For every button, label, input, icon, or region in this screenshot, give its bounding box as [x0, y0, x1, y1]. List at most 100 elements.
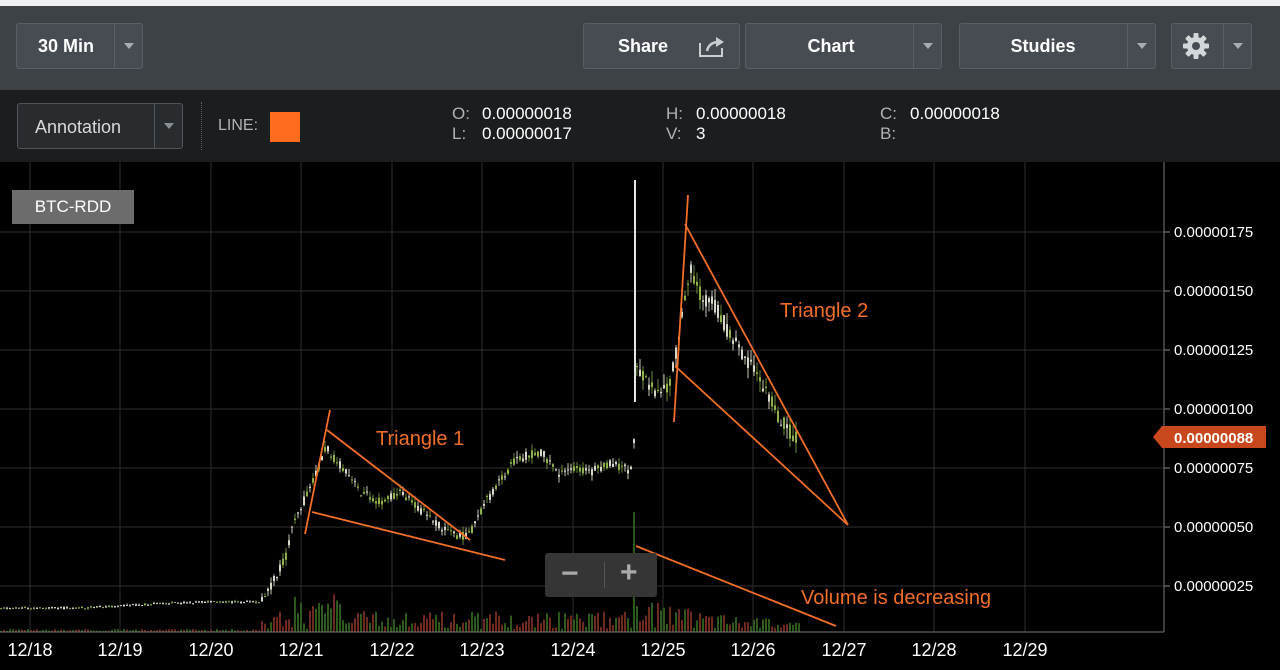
candle-body — [522, 458, 524, 462]
candle-body — [621, 465, 623, 467]
volume-bar — [561, 628, 563, 632]
studies-dropdown[interactable]: Studies — [959, 23, 1156, 69]
volume-bar — [303, 623, 305, 632]
volume-bar — [699, 613, 701, 632]
volume-annotation[interactable]: Volume is decreasing — [801, 587, 992, 609]
volume-bar — [525, 621, 527, 632]
candle-body — [306, 491, 308, 497]
triangle2-upper-line[interactable] — [673, 194, 689, 423]
triangle2-upper-line[interactable] — [684, 223, 849, 526]
candle-body — [438, 521, 440, 529]
candle-body — [336, 462, 338, 464]
volume-bar — [72, 630, 74, 632]
candle-body — [792, 435, 794, 442]
volume-bar — [138, 630, 140, 632]
volume-bar — [300, 602, 302, 632]
volume-bar — [12, 629, 14, 632]
volume-bar — [180, 629, 182, 632]
volume-trend-line[interactable] — [635, 545, 837, 627]
x-tick-label: 12/23 — [459, 640, 504, 660]
volume-bar — [585, 626, 587, 632]
chevron-down-icon[interactable] — [913, 24, 941, 68]
annotation-dropdown[interactable]: Annotation — [17, 103, 183, 149]
volume-bar — [156, 630, 158, 632]
candle-body — [693, 275, 695, 284]
candle-body — [330, 456, 332, 458]
volume-bar — [192, 629, 194, 632]
volume-bar — [270, 622, 272, 632]
zoom-out-button[interactable]: − — [561, 557, 579, 590]
volume-bar — [375, 611, 377, 632]
volume-bar — [780, 627, 782, 632]
candle-body — [279, 564, 281, 572]
volume-bar — [219, 630, 221, 632]
volume-bar — [717, 616, 719, 632]
volume-bar — [588, 613, 590, 632]
zoom-in-button[interactable]: + — [620, 556, 638, 589]
chevron-down-icon[interactable] — [114, 24, 142, 68]
candle-body — [594, 466, 596, 471]
volume-bar — [600, 626, 602, 632]
triangle2-lower-line[interactable] — [674, 365, 849, 526]
volume-bar — [492, 623, 494, 632]
candle-body — [252, 601, 254, 603]
volume-bar — [729, 624, 731, 632]
volume-bar — [480, 628, 482, 632]
volume-bar — [330, 608, 332, 632]
share-button[interactable]: Share — [583, 23, 740, 69]
high-value: 0.00000018 — [696, 104, 786, 123]
volume-bar — [540, 623, 542, 632]
volume-bar — [654, 627, 656, 632]
volume-bar — [240, 630, 242, 632]
x-tick-label: 12/20 — [188, 640, 233, 660]
candle-body — [249, 601, 251, 603]
candle-body — [609, 460, 611, 467]
candle-body — [390, 493, 392, 500]
x-tick-label: 12/27 — [821, 640, 866, 660]
volume-bar — [132, 630, 134, 632]
candle-body — [675, 347, 677, 359]
line-color-swatch[interactable] — [270, 112, 300, 142]
triangle1-lower-line[interactable] — [311, 511, 506, 561]
triangle-2-annotation[interactable]: Triangle 2 — [780, 300, 869, 322]
chevron-down-icon[interactable] — [1127, 24, 1155, 68]
candle-body — [291, 526, 293, 528]
candle-body — [288, 540, 290, 546]
settings-dropdown[interactable] — [1171, 23, 1252, 69]
candle-body — [267, 588, 269, 591]
chart-type-dropdown[interactable]: Chart — [745, 23, 942, 69]
volume-bar — [360, 613, 362, 632]
volume-bar — [516, 625, 518, 632]
volume-bar — [165, 629, 167, 632]
candle-body — [66, 607, 68, 609]
volume-bar — [648, 606, 650, 632]
volume-bar — [615, 617, 617, 632]
chevron-down-icon[interactable] — [1223, 24, 1251, 68]
volume-bar — [87, 629, 89, 632]
candle-body — [399, 489, 401, 491]
candle-body — [411, 500, 413, 503]
candle-body — [78, 607, 80, 609]
chart-label: Chart — [807, 36, 855, 56]
volume-bar — [153, 630, 155, 632]
candle-body — [456, 535, 458, 539]
triangle1-upper-line[interactable] — [326, 429, 471, 541]
gear-icon[interactable] — [1183, 33, 1209, 59]
volume-bar — [627, 618, 629, 632]
chevron-down-icon[interactable] — [154, 104, 182, 148]
volume-bar — [750, 626, 752, 632]
price-chart[interactable]: 0.00000175 0.00000150 0.00000125 0.00000100… — [0, 162, 1280, 670]
volume-bar — [177, 630, 179, 632]
candle-body — [207, 601, 209, 603]
candle-body — [510, 462, 512, 464]
candle-body — [597, 465, 599, 469]
interval-dropdown[interactable]: 30 Min — [16, 23, 143, 69]
triangle-1-annotation[interactable]: Triangle 1 — [376, 428, 465, 450]
volume-bar — [372, 614, 374, 632]
triangle1-upper-line[interactable] — [304, 409, 331, 535]
current-price-label: 0.00000088 — [1174, 430, 1253, 447]
volume-bar — [36, 629, 38, 632]
volume-bar — [141, 629, 143, 632]
candle-body — [114, 606, 116, 608]
volume-bar — [81, 629, 83, 632]
